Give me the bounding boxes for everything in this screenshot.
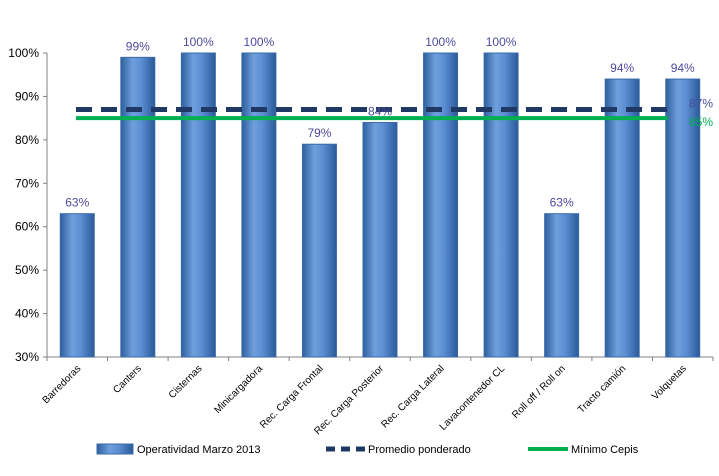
bar-value-label: 100% (244, 35, 275, 49)
bar-value-label: 100% (183, 35, 214, 49)
category-label: Roll off / Roll on (510, 363, 568, 421)
bar (483, 52, 519, 358)
bar (180, 52, 216, 358)
bar (120, 56, 156, 358)
y-tick-label: 90% (15, 89, 39, 103)
category-label: Rec. Carga Frontal (258, 363, 326, 431)
legend-bar-swatch (96, 443, 134, 455)
bar (604, 78, 640, 358)
y-tick-label: 50% (15, 263, 39, 277)
bar-series (59, 52, 701, 358)
category-label: Cisternas (167, 363, 205, 401)
legend-label: Promedio ponderado (368, 444, 471, 456)
legend-label: Operatividad Marzo 2013 (137, 444, 261, 456)
category-label: Tracto camión (576, 363, 628, 415)
bar-value-label: 94% (671, 61, 695, 75)
y-tick-label: 30% (15, 350, 39, 364)
bar-value-label: 94% (610, 61, 634, 75)
chart-axes: 30% 40% 50% 60% 70% 80% 90% 100% (8, 46, 714, 364)
data-labels: 63% 99% 100% 100% 79% 84% 100% 100% 63% 94% 94% 87%… (65, 35, 713, 210)
average-line-label: 87% (689, 96, 713, 110)
bar (423, 52, 459, 358)
bar-value-label: 79% (307, 126, 331, 140)
category-label: Rec. Carga Posterior (312, 363, 386, 437)
bar-value-label: 100% (425, 35, 456, 49)
legend-label: Mínimo Cepis (571, 444, 639, 456)
category-label: Canters (111, 363, 144, 396)
bar (665, 78, 701, 358)
bar (59, 213, 95, 358)
y-tick-label: 40% (15, 307, 39, 321)
y-tick-label: 60% (15, 220, 39, 234)
category-label: Lavacontenedor CL (438, 363, 508, 433)
minimum-line-label: 85% (689, 115, 713, 129)
legend: Operatividad Marzo 2013 Promedio ponderad… (96, 443, 639, 456)
category-label: Barredoras (41, 363, 84, 406)
y-tick-label: 70% (15, 176, 39, 190)
bar-value-label: 99% (126, 39, 150, 53)
bar (241, 52, 277, 358)
category-labels: Barredoras Canters Cisternas MinicargadoraR… (41, 363, 689, 437)
bar (362, 121, 398, 358)
category-label: Minicargadora (212, 363, 265, 416)
reference-lines (76, 106, 668, 121)
y-tick-label: 100% (8, 46, 39, 60)
category-label: Rec. Carga Lateral (380, 363, 447, 430)
bar (301, 143, 337, 358)
bar-value-label: 63% (65, 196, 89, 210)
bar (544, 213, 580, 358)
bar-value-label: 100% (486, 35, 517, 49)
y-tick-label: 80% (15, 133, 39, 147)
bar-value-label: 84% (368, 104, 392, 118)
bar-value-label: 63% (550, 196, 574, 210)
category-label: Volquetas (650, 363, 689, 402)
